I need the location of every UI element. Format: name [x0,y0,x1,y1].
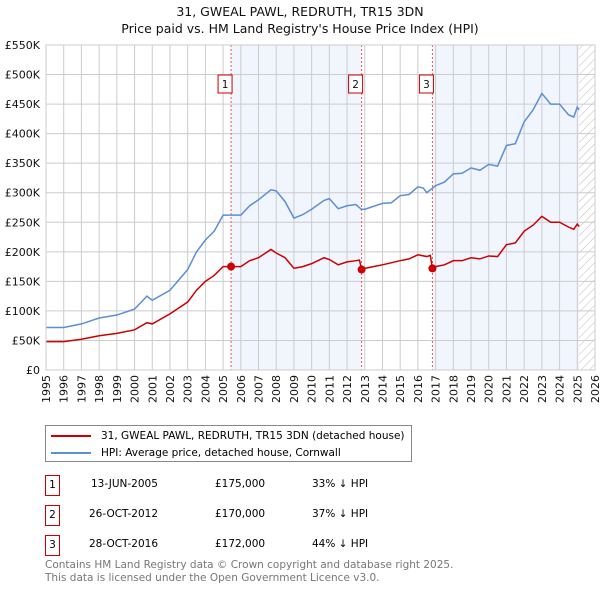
sale-point [357,265,366,274]
series-line [46,215,580,343]
x-tick-label: 2011 [323,375,336,403]
transaction-date: 28-OCT-2016 [89,538,158,550]
x-tick-label: 1996 [58,375,71,403]
legend-swatch [51,435,91,437]
y-tick-label: £0 [26,364,40,377]
series-line [46,92,580,329]
transaction-hpi-diff: 33% ↓ HPI [312,478,369,490]
y-tick-label: £150K [5,275,41,288]
x-tick-label: 1999 [111,375,124,403]
x-tick-label: 2010 [306,375,319,403]
x-tick-label: 2024 [554,375,567,403]
y-tick-label: £200K [5,246,41,259]
sale-label: 1 [222,79,229,91]
x-tick-label: 2013 [359,375,372,403]
legend-label: 31, GWEAL PAWL, REDRUTH, TR15 3DN (detac… [101,430,405,442]
x-tick-label: 2012 [341,375,354,403]
x-tick-label: 2025 [571,375,584,403]
x-tick-label: 2021 [500,375,513,403]
transaction-price: £175,000 [215,478,266,490]
sale-label: 3 [423,79,430,91]
x-tick-label: 2020 [483,375,496,403]
chart-title: 31, GWEAL PAWL, REDRUTH, TR15 3DN [176,4,424,19]
sale-label-box [418,74,434,94]
x-tick-label: 2005 [217,375,230,403]
y-tick-label: £100K [5,305,41,318]
x-tick-label: 2023 [536,375,549,403]
x-tick-label: 2017 [430,375,443,403]
x-tick-label: 2000 [129,375,142,403]
transaction-row: 2 26-OCT-2012 £170,000 37% ↓ HPI [45,505,405,526]
y-tick-label: £400K [5,128,41,141]
transaction-date: 26-OCT-2012 [89,508,158,520]
x-tick-label: 2022 [518,375,531,403]
x-tick-label: 2026 [589,375,600,403]
legend-label: HPI: Average price, detached house, Corn… [101,447,341,459]
x-tick-label: 2014 [376,375,389,403]
sale-point [428,264,437,273]
transaction-row: 3 28-OCT-2016 £172,000 44% ↓ HPI [45,535,405,556]
transaction-hpi-diff: 37% ↓ HPI [312,508,369,520]
chart-subtitle: Price paid vs. HM Land Registry's House … [121,21,479,36]
price-chart: 1995 1996 1997 1998 1999 2000 2001 2002 2003 2004… [5,39,600,403]
x-tick-label: 2003 [182,375,195,403]
legend-item-hpi: HPI: Average price, detached house, Corn… [51,446,341,460]
transaction-row: 1 13-JUN-2005 £175,000 33% ↓ HPI [45,475,405,496]
transaction-price: £172,000 [215,538,266,550]
sale-label-box [217,74,233,94]
x-tick-label: 2008 [270,375,283,403]
x-tick-label: 2018 [447,375,460,403]
future-hatch [579,45,595,370]
x-tick-label: 2019 [465,375,478,403]
x-tick-label: 2006 [235,375,248,403]
transaction-price: £170,000 [215,508,266,520]
transaction-date: 13-JUN-2005 [91,478,158,490]
x-tick-label: 2009 [288,375,301,403]
y-tick-label: £250K [5,216,41,229]
sale-label-box [348,74,364,94]
y-tick-label: £550K [5,39,41,52]
y-tick-label: £350K [5,157,41,170]
x-tick-label: 2007 [253,375,266,403]
x-tick-label: 1997 [75,375,88,403]
y-tick-label: £50K [12,334,41,347]
footer-licence: This data is licensed under the Open Gov… [45,572,380,584]
y-tick-label: £500K [5,69,41,82]
plot-border [45,44,596,371]
x-tick-label: 2004 [199,375,212,403]
legend-swatch [51,452,91,454]
y-tick-label: £300K [5,187,41,200]
x-tick-label: 2002 [164,375,177,403]
x-tick-label: 2015 [394,375,407,403]
y-tick-label: £450K [5,98,41,111]
sale-point [227,262,236,271]
x-tick-label: 2016 [412,375,425,403]
shaded-period [432,45,580,370]
x-tick-label: 2001 [146,375,159,403]
sale-label: 2 [352,79,359,91]
transaction-number: 3 [45,535,60,556]
x-tick-label: 1995 [40,375,53,403]
transaction-number: 2 [45,505,60,526]
footer-copyright: Contains HM Land Registry data © Crown c… [45,559,454,571]
legend: 31, GWEAL PAWL, REDRUTH, TR15 3DN (detac… [45,425,412,462]
transaction-number: 1 [45,475,60,496]
x-tick-label: 1998 [93,375,106,403]
legend-item-property: 31, GWEAL PAWL, REDRUTH, TR15 3DN (detac… [51,429,405,443]
transaction-hpi-diff: 44% ↓ HPI [312,538,369,550]
